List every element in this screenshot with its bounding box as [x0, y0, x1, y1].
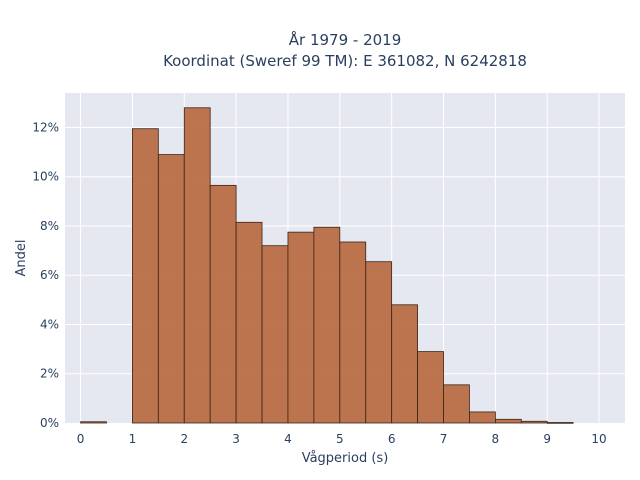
histogram-bar [469, 411, 496, 424]
histogram-bars [80, 107, 574, 424]
histogram-bar [183, 107, 211, 424]
x-tick-label: 3 [232, 432, 240, 446]
chart-subtitle: Koordinat (Sweref 99 TM): E 361082, N 62… [163, 52, 527, 70]
y-axis-title: Andel [14, 240, 29, 277]
histogram-bar [546, 422, 574, 424]
x-axis-ticks: 0 1 2 3 4 5 6 7 8 9 10 [77, 432, 607, 446]
y-tick-label: 4% [40, 317, 59, 331]
histogram-bar [209, 184, 237, 424]
histogram-bar [365, 261, 393, 424]
x-tick-label: 5 [336, 432, 344, 446]
x-tick-label: 10 [591, 432, 606, 446]
y-tick-label: 12% [32, 120, 59, 134]
histogram-bar [443, 384, 470, 424]
chart-title: År 1979 - 2019 [289, 30, 402, 49]
x-tick-label: 0 [77, 432, 85, 446]
x-tick-label: 4 [284, 432, 292, 446]
x-tick-label: 9 [543, 432, 551, 446]
histogram-bar [132, 128, 159, 424]
x-tick-label: 8 [492, 432, 500, 446]
y-tick-label: 10% [32, 170, 59, 184]
y-tick-label: 6% [40, 268, 59, 282]
x-tick-label: 6 [388, 432, 396, 446]
histogram-bar [494, 418, 522, 424]
histogram-bar [235, 221, 263, 424]
histogram-bar [157, 154, 185, 424]
y-tick-label: 0% [40, 416, 59, 430]
y-tick-label: 2% [40, 367, 59, 381]
x-tick-label: 7 [440, 432, 448, 446]
y-axis-ticks: 0% 2% 4% 6% 8% 10% 12% [32, 120, 59, 430]
x-axis-title: Vågperiod (s) [302, 451, 389, 466]
histogram-bar [80, 421, 107, 424]
histogram-bar [339, 241, 367, 424]
histogram-bar [313, 226, 341, 424]
x-tick-label: 2 [180, 432, 188, 446]
x-tick-label: 1 [129, 432, 137, 446]
histogram-bar [261, 245, 289, 424]
y-tick-label: 8% [40, 219, 59, 233]
histogram-bar [391, 304, 418, 424]
histogram-bar [287, 231, 315, 424]
histogram-bar [417, 351, 444, 424]
histogram-bar [520, 420, 548, 424]
